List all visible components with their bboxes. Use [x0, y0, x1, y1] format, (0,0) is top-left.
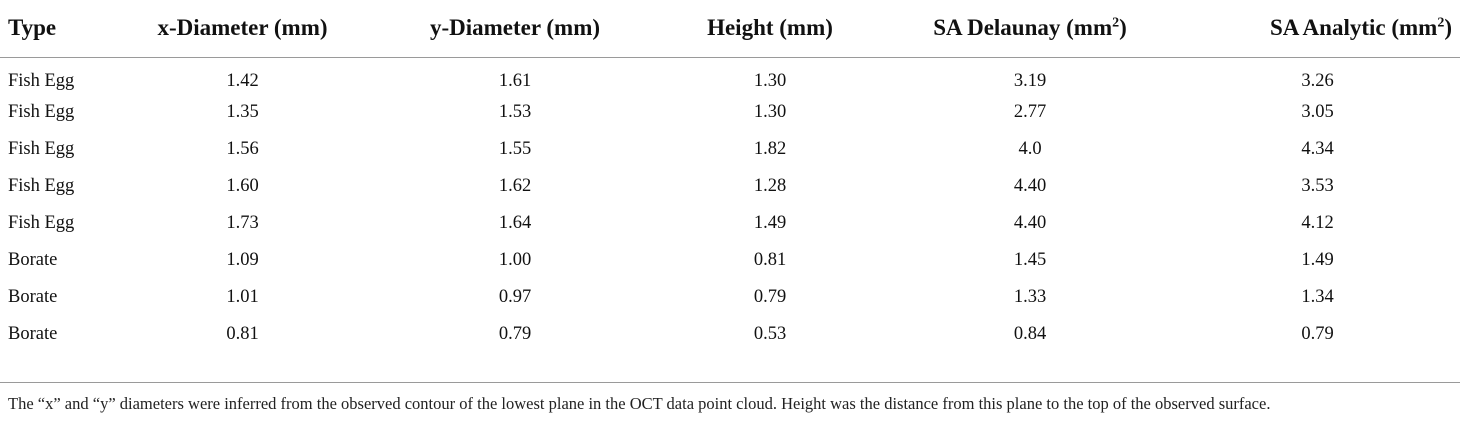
cell-y-diameter: 1.53	[498, 102, 532, 122]
cell-sa-delaunay: 4.40	[1013, 213, 1047, 233]
cell-height: 1.30	[753, 71, 787, 92]
cell-sa-analytic: 0.79	[1301, 324, 1334, 344]
cell-sa-delaunay: 0.84	[1013, 324, 1047, 344]
cell-type: Borate	[8, 324, 58, 344]
cell-x-diameter: 1.09	[226, 250, 259, 270]
cell-height: 0.53	[753, 324, 787, 344]
header-row: Type x-Diameter (mm) y-Diameter (mm) Hei…	[0, 0, 1460, 58]
data-table: Type x-Diameter (mm) y-Diameter (mm) Hei…	[0, 0, 1460, 353]
cell-y-diameter: 1.62	[498, 176, 532, 196]
cell-x-diameter: 0.81	[226, 324, 259, 344]
cell-type: Fish Egg	[8, 213, 75, 233]
header-y-diameter: y-Diameter (mm)	[375, 0, 655, 58]
table-row: Fish Egg 1.35 1.53 1.30 2.77 3.05	[0, 94, 1460, 131]
cell-x-diameter: 1.42	[226, 71, 259, 92]
header-sa-delaunay: SA Delaunay (mm2)	[885, 0, 1175, 58]
cell-x-diameter: 1.56	[226, 139, 259, 159]
cell-sa-analytic: 3.26	[1301, 71, 1334, 92]
cell-sa-delaunay: 1.45	[1013, 250, 1047, 270]
cell-height: 1.49	[753, 213, 787, 233]
cell-type: Fish Egg	[8, 71, 75, 92]
table-row: Fish Egg 1.60 1.62 1.28 4.40 3.53	[0, 168, 1460, 205]
table-row: Fish Egg 1.42 1.61 1.30 3.19 3.26	[0, 57, 1460, 94]
table-row: Borate 1.09 1.00 0.81 1.45 1.49	[0, 242, 1460, 279]
table-row: Fish Egg 1.56 1.55 1.82 4.0 4.34	[0, 131, 1460, 168]
cell-sa-delaunay: 4.40	[1013, 176, 1047, 196]
cell-y-diameter: 0.79	[498, 324, 532, 344]
cell-sa-analytic: 3.05	[1301, 102, 1334, 122]
cell-height: 0.79	[753, 287, 787, 307]
cell-height: 0.81	[753, 250, 787, 270]
cell-type: Borate	[8, 250, 58, 270]
cell-height: 1.30	[753, 102, 787, 122]
cell-y-diameter: 0.97	[498, 287, 532, 307]
cell-sa-delaunay: 4.0	[1018, 139, 1042, 159]
table-row: Borate 0.81 0.79 0.53 0.84 0.79	[0, 316, 1460, 353]
cell-type: Borate	[8, 287, 58, 307]
cell-sa-delaunay: 3.19	[1013, 71, 1047, 92]
cell-type: Fish Egg	[8, 176, 75, 196]
cell-x-diameter: 1.35	[226, 102, 259, 122]
cell-type: Fish Egg	[8, 102, 75, 122]
table-row: Fish Egg 1.73 1.64 1.49 4.40 4.12	[0, 205, 1460, 242]
cell-x-diameter: 1.73	[226, 213, 259, 233]
cell-sa-delaunay: 1.33	[1013, 287, 1047, 307]
cell-y-diameter: 1.00	[498, 250, 532, 270]
header-sa-analytic: SA Analytic (mm2)	[1175, 0, 1460, 58]
cell-height: 1.28	[753, 176, 787, 196]
cell-x-diameter: 1.01	[226, 287, 259, 307]
table-body: Fish Egg 1.42 1.61 1.30 3.19 3.26 Fish Egg 1.35…	[0, 57, 1460, 353]
cell-sa-delaunay: 2.77	[1013, 102, 1047, 122]
cell-sa-analytic: 1.34	[1301, 287, 1334, 307]
cell-height: 1.82	[753, 139, 787, 159]
table-row: Borate 1.01 0.97 0.79 1.33 1.34	[0, 279, 1460, 316]
cell-sa-analytic: 1.49	[1301, 250, 1334, 270]
cell-y-diameter: 1.55	[498, 139, 532, 159]
cell-y-diameter: 1.61	[498, 71, 532, 92]
header-x-diameter: x-Diameter (mm)	[110, 0, 375, 58]
header-height: Height (mm)	[655, 0, 885, 58]
cell-y-diameter: 1.64	[498, 213, 532, 233]
cell-sa-analytic: 3.53	[1301, 176, 1334, 196]
cell-x-diameter: 1.60	[226, 176, 259, 196]
cell-sa-analytic: 4.34	[1301, 139, 1334, 159]
table-bottom-rule	[0, 382, 1460, 383]
cell-sa-analytic: 4.12	[1301, 213, 1334, 233]
header-type: Type	[0, 0, 110, 58]
table-footnote: The “x” and “y” diameters were inferred …	[8, 394, 1271, 413]
cell-type: Fish Egg	[8, 139, 75, 159]
table-header: Type x-Diameter (mm) y-Diameter (mm) Hei…	[0, 0, 1460, 58]
